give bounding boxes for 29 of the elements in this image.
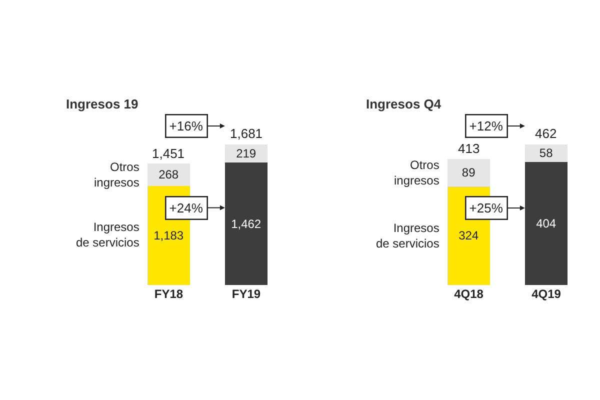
data-label: 89 (462, 166, 476, 180)
data-label: 404 (536, 216, 556, 230)
series-label: Otros ingresos (394, 158, 440, 188)
series-label: Otros ingresos (94, 160, 140, 190)
data-label: 1,183 (154, 228, 184, 242)
x-tick-label: FY18 (154, 287, 184, 301)
x-tick-label: 4Q19 (532, 287, 562, 301)
data-label: 1,462 (231, 216, 262, 231)
text: +12% (469, 118, 504, 134)
data-label: 219 (236, 146, 256, 160)
chart-title: Ingresos Q4 (366, 96, 442, 112)
total-label: 413 (458, 141, 480, 156)
x-tick-label: 4Q18 (454, 287, 484, 301)
total-label: 1,681 (230, 126, 263, 141)
annotation: +24% (169, 200, 204, 216)
bar (447, 159, 490, 186)
data-label: 268 (158, 168, 179, 182)
series-label: Ingresos de servicios (376, 221, 440, 251)
data-label: 324 (458, 228, 479, 243)
bar (524, 144, 568, 162)
x-tick-label: FY19 (232, 287, 261, 301)
text: +16% (169, 118, 204, 134)
data-label: 58 (539, 146, 554, 160)
series-label: Ingresos de servicios (76, 220, 140, 250)
bar (147, 164, 190, 186)
total-label: 1,451 (152, 146, 185, 161)
annotation: +25% (469, 200, 504, 216)
chart-title: Ingresos 19 (66, 96, 138, 112)
total-label: 462 (535, 126, 557, 141)
